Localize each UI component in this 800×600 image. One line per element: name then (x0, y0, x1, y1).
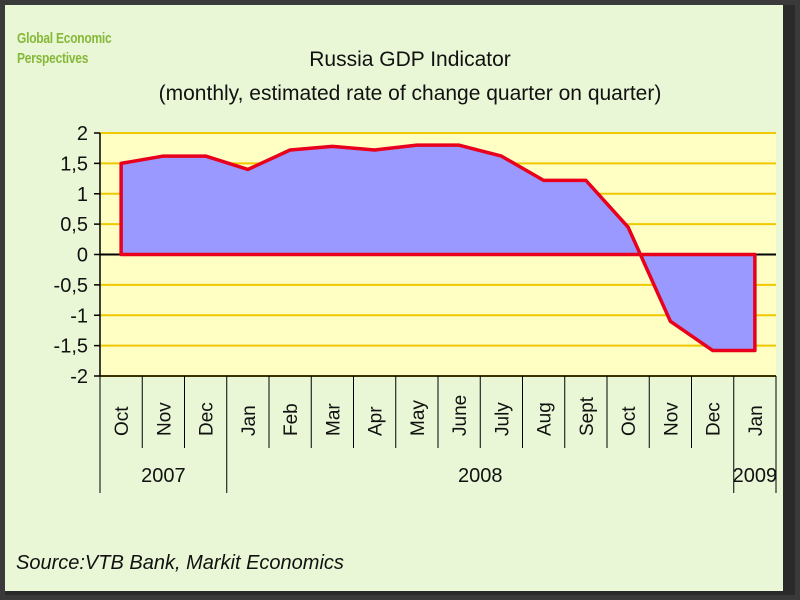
data-point (415, 143, 419, 147)
data-point (330, 144, 334, 148)
x-tick-label: Feb (281, 403, 302, 436)
y-tick-label: 0,5 (60, 214, 88, 236)
x-tick-label: Mar (323, 403, 344, 436)
data-point (626, 225, 630, 229)
year-label: 2009 (733, 465, 778, 487)
y-tick-label: -2 (70, 366, 88, 388)
x-tick-label: Nov (154, 402, 175, 436)
logo-line-1: Global Economic (17, 30, 112, 47)
y-tick-label: -1,5 (54, 336, 88, 358)
year-label: 2008 (458, 465, 503, 487)
data-point (204, 154, 208, 158)
data-point (584, 178, 588, 182)
logo-line-2: Perspectives (17, 50, 89, 67)
data-point (542, 178, 546, 182)
data-point (288, 148, 292, 152)
x-tick-label: Oct (619, 406, 640, 436)
y-tick-label: 2 (77, 123, 88, 145)
series-area (121, 145, 755, 351)
chart-subtitle: (monthly, estimated rate of change quart… (158, 82, 662, 105)
data-point (246, 167, 250, 171)
data-point (457, 143, 461, 147)
data-point (161, 154, 165, 158)
data-point (668, 319, 672, 323)
chart-title: Russia GDP Indicator (309, 48, 511, 71)
x-tick-label: July (492, 402, 513, 436)
source-note: Source:VTB Bank, Markit Economics (16, 552, 344, 574)
x-tick-label: Nov (661, 402, 682, 436)
x-tick-label: Dec (704, 402, 725, 436)
x-tick-label: Oct (112, 406, 133, 436)
x-tick-label: Aug (535, 402, 556, 436)
y-tick-label: 1 (77, 184, 88, 206)
data-point (711, 348, 715, 352)
data-point (753, 348, 757, 352)
y-tick-label: 1,5 (60, 153, 88, 175)
x-tick-label: Sept (577, 396, 598, 436)
y-tick-label: -1 (70, 305, 88, 327)
x-tick-label: May (408, 400, 429, 436)
x-tick-label: June (450, 395, 471, 436)
data-point (499, 154, 503, 158)
data-point (373, 148, 377, 152)
x-tick-label: Jan (746, 405, 767, 436)
year-label: 2007 (141, 465, 186, 487)
data-point (119, 161, 123, 165)
y-tick-label: -0,5 (54, 275, 88, 297)
x-tick-label: Apr (366, 406, 387, 436)
x-tick-label: Jan (239, 405, 260, 436)
logo: Global Economic Perspectives (17, 29, 112, 69)
y-tick-label: 0 (77, 245, 88, 267)
x-tick-label: Dec (197, 402, 218, 436)
